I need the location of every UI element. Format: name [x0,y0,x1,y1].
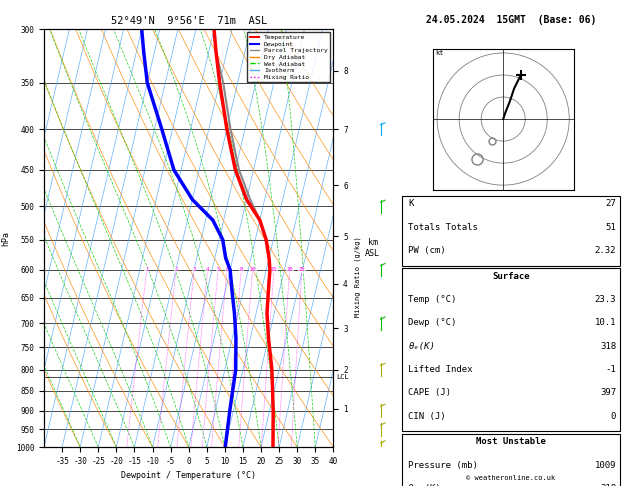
Text: Pressure (mb): Pressure (mb) [408,461,478,470]
Text: 2: 2 [174,267,177,272]
Text: 15: 15 [270,267,277,272]
X-axis label: Dewpoint / Temperature (°C): Dewpoint / Temperature (°C) [121,471,256,480]
Bar [402,196,620,266]
Text: 27: 27 [605,199,616,208]
Bar [402,434,620,486]
Y-axis label: hPa: hPa [1,231,10,245]
Text: 397: 397 [600,388,616,398]
Text: Dewp (°C): Dewp (°C) [408,318,457,328]
Text: 5: 5 [216,267,220,272]
Text: 10.1: 10.1 [594,318,616,328]
Text: Temp (°C): Temp (°C) [408,295,457,304]
Text: θₑ (K): θₑ (K) [408,484,440,486]
Text: 0: 0 [611,412,616,421]
Text: -1: -1 [605,365,616,374]
Text: Mixing Ratio (g/kg): Mixing Ratio (g/kg) [354,237,360,317]
Text: 23.3: 23.3 [594,295,616,304]
Text: 8: 8 [240,267,243,272]
Text: 51: 51 [605,223,616,232]
Text: 24.05.2024  15GMT  (Base: 06): 24.05.2024 15GMT (Base: 06) [426,15,596,25]
Text: kt: kt [435,50,443,56]
Text: 4: 4 [206,267,209,272]
Text: Lifted Index: Lifted Index [408,365,473,374]
Text: 318: 318 [600,342,616,351]
Text: 1009: 1009 [594,461,616,470]
Text: 1: 1 [145,267,148,272]
Text: K: K [408,199,414,208]
Text: 25: 25 [299,267,305,272]
Title: 52°49'N  9°56'E  71m  ASL: 52°49'N 9°56'E 71m ASL [111,16,267,26]
Text: LCL: LCL [337,374,349,381]
Text: 6: 6 [225,267,228,272]
Text: 2.32: 2.32 [594,246,616,255]
Text: Surface: Surface [493,272,530,281]
Text: CAPE (J): CAPE (J) [408,388,452,398]
Text: © weatheronline.co.uk: © weatheronline.co.uk [467,475,555,481]
Text: 10: 10 [249,267,256,272]
Text: θₑ(K): θₑ(K) [408,342,435,351]
Y-axis label: km
ASL: km ASL [365,238,380,258]
Text: 3: 3 [192,267,196,272]
Legend: Temperature, Dewpoint, Parcel Trajectory, Dry Adiabat, Wet Adiabat, Isotherm, Mi: Temperature, Dewpoint, Parcel Trajectory… [247,32,330,83]
Text: Totals Totals: Totals Totals [408,223,478,232]
Text: CIN (J): CIN (J) [408,412,446,421]
Text: 318: 318 [600,484,616,486]
Text: 20: 20 [286,267,293,272]
Text: PW (cm): PW (cm) [408,246,446,255]
Bar [402,268,620,432]
Text: Most Unstable: Most Unstable [476,437,546,447]
